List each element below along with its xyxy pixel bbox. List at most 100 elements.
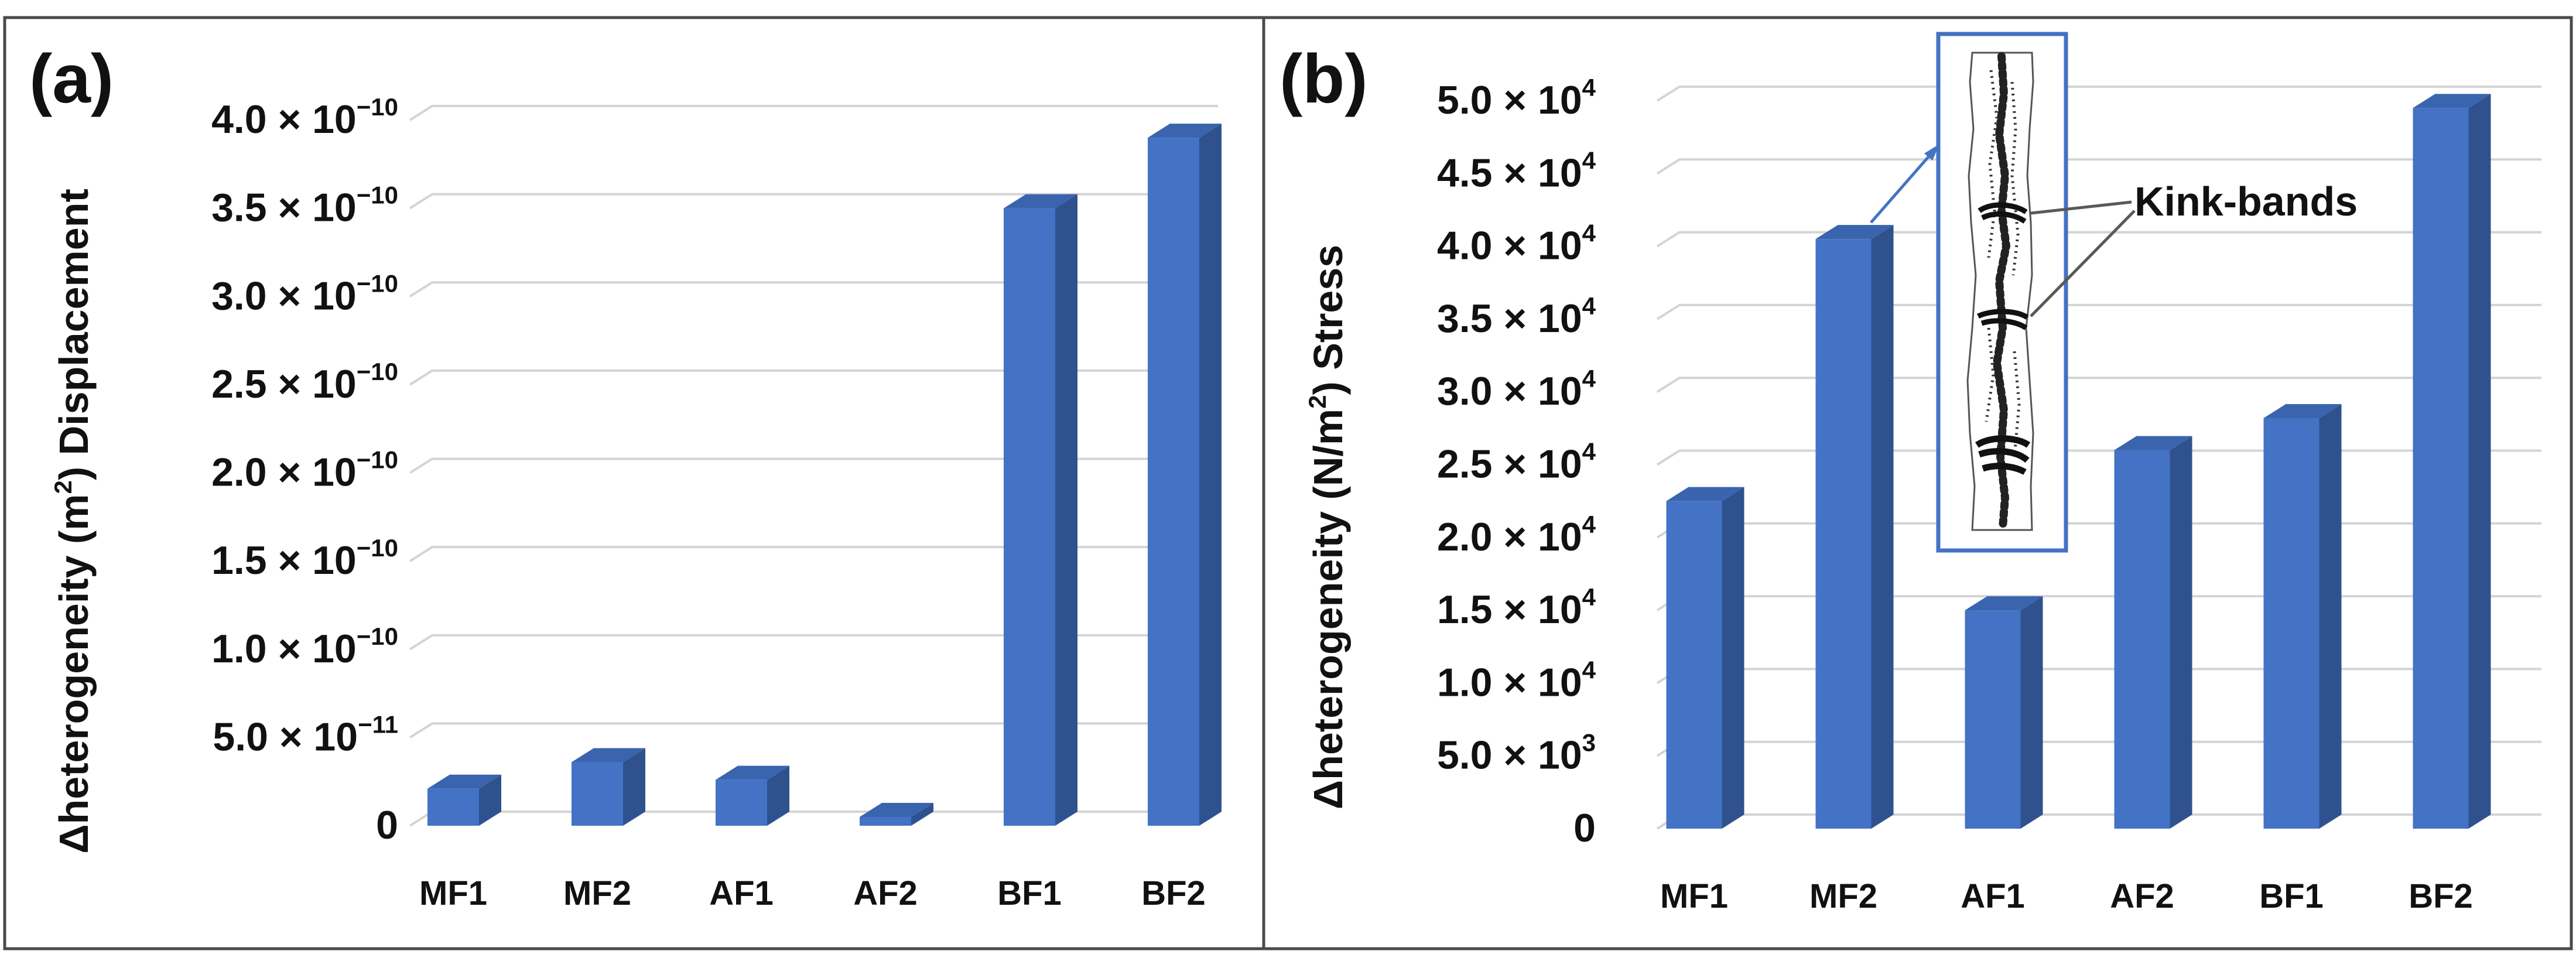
panel-a-label: (a)	[29, 40, 114, 118]
panel-b-bar-af1	[1965, 596, 2043, 829]
kink-band-upper	[1978, 202, 2028, 224]
bar-side-face	[623, 748, 645, 826]
tick-exponent: 4	[1582, 74, 1596, 101]
bar-side-face	[2020, 596, 2043, 829]
tick-exponent: 4	[1582, 583, 1596, 611]
tick-mantissa: 2.5 × 10	[1437, 442, 1582, 487]
panel-a-gridline	[409, 722, 1218, 739]
panel-b-categories: MF1 MF2 AF1 AF2 BF1 BF2	[1660, 877, 2473, 915]
panel-b-y-tick-label: 2.5 × 104	[1437, 438, 1596, 487]
panel-a-gridline	[409, 546, 1218, 562]
kink-bands-annotation: Kink-bands	[2030, 179, 2358, 317]
panel-b-gridline	[1656, 377, 2541, 393]
panel-b-bar-af2	[2114, 436, 2192, 829]
bar-side-face	[479, 774, 501, 826]
panel-b-y-tick-label: 2.0 × 104	[1437, 511, 1596, 559]
panel-a-y-tick-label: 3.0 × 10−10	[211, 269, 398, 318]
panel-a-bar-af1	[716, 765, 789, 826]
bar-side-face	[1871, 225, 1894, 829]
panel-b-category-label: BF2	[2409, 877, 2473, 915]
panel-a-gridline	[409, 369, 1218, 386]
tick-mantissa: 3.0 × 10	[1437, 369, 1582, 413]
bar-front-face	[2114, 450, 2170, 829]
panel-b-y-tick-label: 5.0 × 103	[1437, 729, 1596, 778]
panel-b-bar-bf2	[2413, 94, 2491, 829]
bar-front-face	[1815, 239, 1872, 829]
panel-a-bar-bf2	[1148, 124, 1222, 826]
tick-mantissa: 2.0 × 10	[211, 450, 357, 495]
panel-a-ylabel-sup: 2	[49, 480, 77, 494]
tick-exponent: −10	[357, 182, 398, 209]
panel-b-ylabel-before: Δheterogeneity (N/m	[1305, 409, 1351, 809]
panel-a-category-label: AF2	[853, 874, 918, 912]
tick-mantissa: 3.0 × 10	[211, 273, 357, 318]
panel-b-bar-mf1	[1666, 487, 1744, 829]
panel-a-ylabel-before: Δheterogeneity (m	[51, 494, 97, 853]
kink-bands-leader-upper	[2030, 200, 2132, 215]
bar-top-face	[1815, 225, 1894, 240]
panel-a-category-label: BF1	[997, 874, 1062, 912]
specimen-damage-marks	[1985, 70, 2021, 457]
bar-front-face	[860, 816, 911, 826]
tick-exponent: 4	[1582, 365, 1596, 392]
panel-b-y-tick-label: 4.5 × 104	[1437, 146, 1596, 195]
panel-b-ylabel-after: ) Stress	[1305, 245, 1351, 395]
bar-side-face	[2468, 94, 2491, 829]
bar-top-face	[1004, 194, 1077, 208]
specimen-outline	[1966, 52, 2034, 531]
bar-front-face	[572, 762, 623, 826]
tick-mantissa: 4.0 × 10	[1437, 224, 1582, 268]
panel-b-bar-mf2	[1815, 225, 1894, 829]
bar-top-face	[2413, 94, 2491, 108]
panel-a-category-label: MF2	[563, 874, 631, 912]
panel-a-category-label: MF1	[419, 874, 487, 912]
panel-b-gridline	[1656, 86, 2541, 102]
specimen-image	[1966, 52, 2034, 531]
bar-top-face	[427, 774, 501, 789]
bar-front-face	[716, 779, 767, 826]
panel-a-y-tick-label: 2.0 × 10−10	[211, 446, 398, 495]
tick-mantissa: 4.5 × 10	[1437, 151, 1582, 195]
bar-side-face	[911, 802, 933, 826]
panel-a-y-tick-label: 0	[376, 803, 398, 847]
tick-exponent: 4	[1582, 146, 1596, 174]
panel-a-y-axis-label: Δheterogeneity (m2) Displacement	[49, 189, 97, 854]
panel-b-y-tick-label: 3.0 × 104	[1437, 365, 1596, 413]
panel-b-bar-bf1	[2263, 403, 2342, 829]
tick-mantissa: 3.5 × 10	[211, 186, 357, 230]
panel-b-category-label: AF2	[2110, 877, 2174, 915]
panel-b-gridline	[1656, 303, 2541, 320]
tick-mantissa: 0	[376, 803, 398, 847]
bar-side-face	[1722, 487, 1744, 829]
panel-a-bar-mf2	[572, 748, 645, 826]
tick-mantissa: 1.5 × 10	[211, 538, 357, 583]
panel-b-y-tick-label: 0	[1573, 806, 1596, 850]
tick-exponent: −10	[357, 446, 398, 474]
inset-arrow-head	[1924, 144, 1939, 160]
panel-b-frame	[1262, 16, 2573, 950]
bar-front-face	[1148, 138, 1199, 826]
tick-exponent: 4	[1582, 656, 1596, 683]
tick-exponent: −10	[357, 269, 398, 297]
panel-b-category-label: BF1	[2259, 877, 2324, 915]
tick-exponent: −10	[357, 93, 398, 121]
panel-b-y-tick-label: 1.5 × 104	[1437, 583, 1596, 632]
specimen-inset	[1936, 32, 2068, 553]
panel-b-y-tick-label: 1.0 × 104	[1437, 656, 1596, 704]
panel-a-bar-bf1	[1004, 194, 1077, 826]
inset-arrow-line	[1870, 151, 1934, 224]
bar-top-face	[1965, 596, 2043, 611]
bar-side-face	[1055, 194, 1077, 826]
tick-mantissa: 1.0 × 10	[1437, 660, 1582, 704]
panel-a-gridline	[409, 193, 1218, 210]
panel-a-gridlines	[409, 105, 1218, 827]
tick-exponent: 4	[1582, 438, 1596, 466]
panel-b-label: (b)	[1280, 40, 1368, 118]
panel-a-gridline	[409, 457, 1218, 474]
tick-exponent: −10	[357, 534, 398, 562]
panel-a-y-tick-label: 1.5 × 10−10	[211, 534, 398, 583]
bar-side-face	[2170, 436, 2192, 829]
panel-b-bars	[1666, 94, 2491, 829]
